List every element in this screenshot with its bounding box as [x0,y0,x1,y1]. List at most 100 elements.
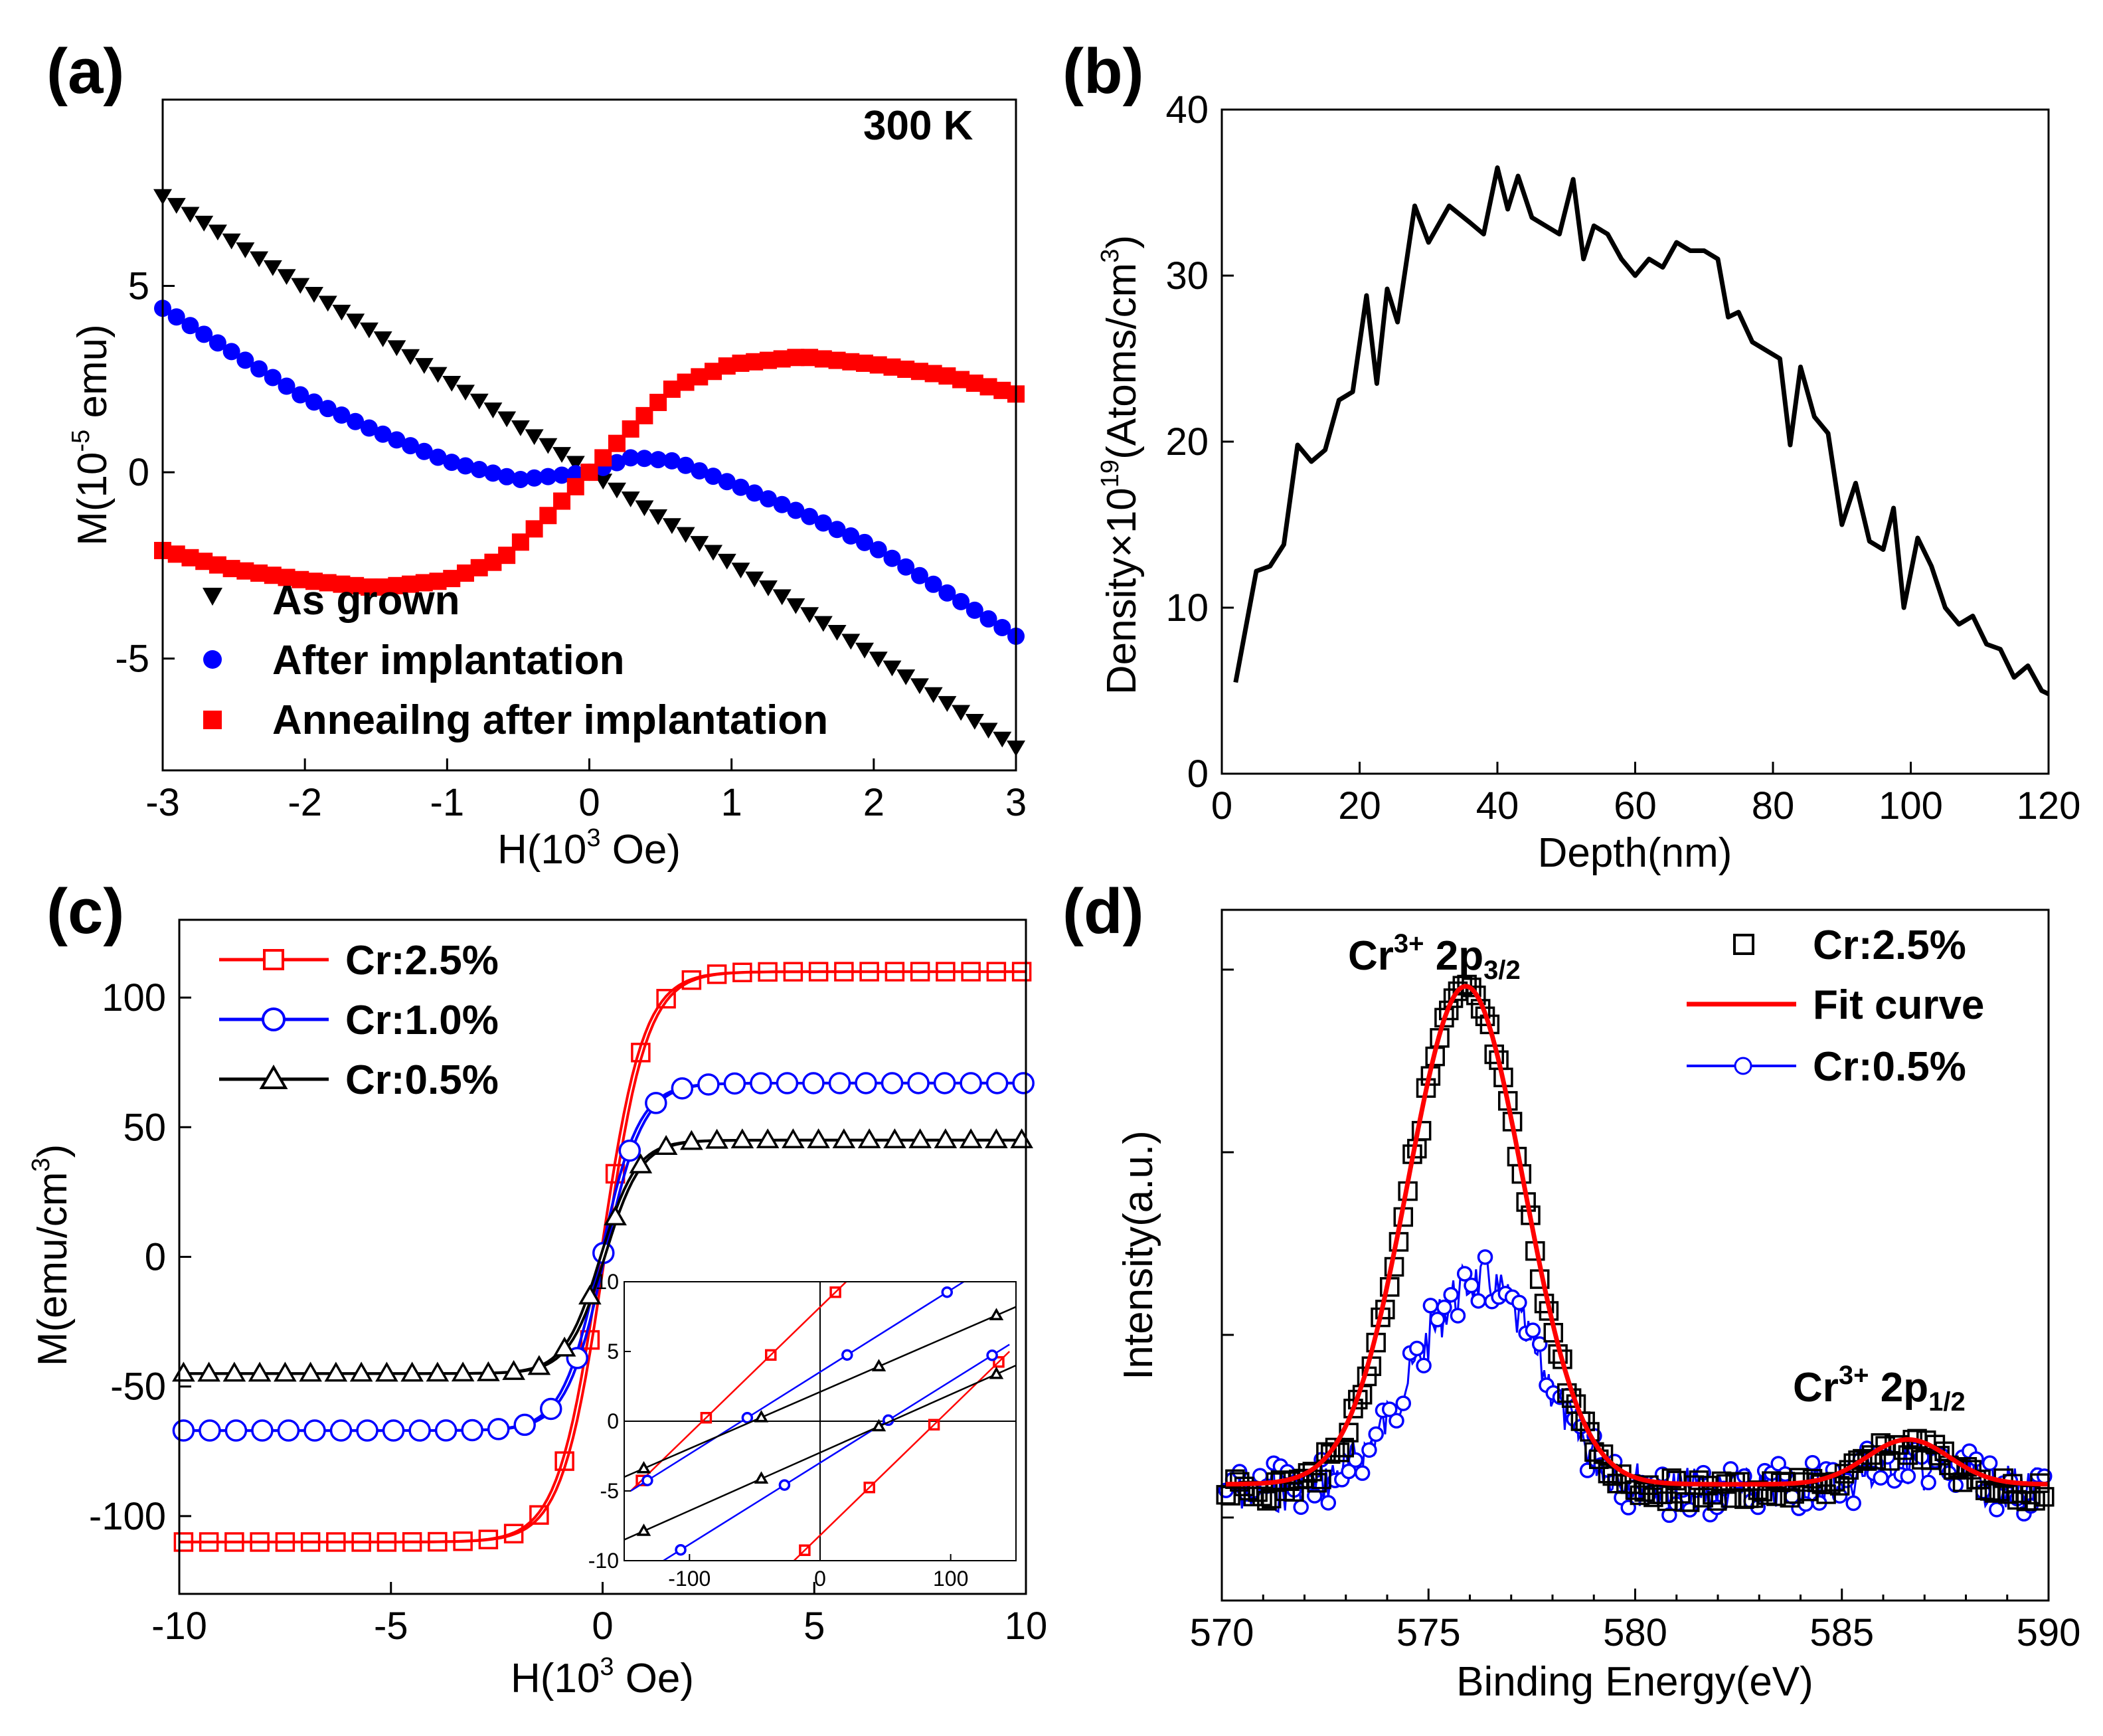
data-point [656,989,676,1009]
temperature-annotation: 300 K [863,103,973,149]
data-point [697,1073,720,1096]
data-point [782,1128,805,1148]
panel-a-ticks: -3 -2 -1 0 1 2 3 -5 0 5 [115,265,1027,824]
data-point [251,1419,274,1442]
data-point [1900,1468,1916,1484]
data-point [608,454,626,472]
legend-label-cr25: Cr:2.5% [345,938,499,984]
data-point [800,607,819,624]
data-point [897,558,915,576]
inset-line [793,1351,1011,1561]
x-tick-label: 80 [1752,784,1795,827]
data-point [387,340,406,357]
data-point [278,377,295,395]
data-point [456,457,474,475]
data-point [414,358,434,374]
inset-x-tick-label: -100 [668,1567,711,1591]
panel-d-x-axis-label: Binding Energy(eV) [1456,1659,1813,1705]
panel-b-ticks: 0 20 40 60 80 100 120 0 10 20 30 40 [1165,88,2080,827]
inset-point [863,1482,875,1494]
panel-b-ylabel-tail: ) [1099,235,1145,249]
legend-marker-as-grown [203,588,222,606]
data-point [277,269,296,286]
data-point [681,970,702,990]
data-point [1593,1444,1614,1464]
inset-point [829,1286,841,1298]
panel-a-legend: As grown After implantation Anneailng af… [203,578,828,743]
data-point [224,1419,248,1442]
data-point [324,1361,348,1382]
data-point [629,1153,653,1173]
data-point [1873,1470,1889,1486]
inset-point [989,1366,1004,1379]
data-point [451,1361,475,1382]
data-point [857,1128,881,1148]
data-point [299,1361,322,1382]
data-point [869,541,887,559]
panel-c-ylabel-main: M(emu/cm [30,1172,76,1367]
peak-2p32-charge: 3+ [1394,929,1424,958]
data-point [236,242,255,258]
data-point [783,962,803,982]
series-after-implantation [154,300,1025,645]
inset-point [928,1419,940,1431]
data-point [705,468,722,485]
data-point [470,460,488,478]
data-point [1920,1474,1936,1491]
series-cr10 [172,1072,1035,1442]
fit-curve-line [1226,984,2049,1487]
data-point [691,462,709,479]
data-point [1388,1413,1404,1429]
legend-label-annealing: Anneailng after implantation [272,697,828,743]
panel-a-series [153,189,1025,756]
y-tick-label: 50 [123,1106,166,1149]
panel-d-series [1216,974,2055,1523]
inset-point [871,1359,886,1371]
panel-b-y-axis-label: Density×1019(Atoms/cm3) [1096,235,1145,695]
panel-c-ylabel-sup: 3 [27,1158,55,1172]
inset-line [624,1364,1017,1541]
data-point [224,1532,244,1552]
data-point [304,287,323,303]
x-tick-label: 575 [1396,1611,1461,1654]
data-point [375,1361,398,1382]
data-point [275,1532,295,1552]
x-tick-label: 3 [1005,781,1027,824]
data-point [552,447,572,463]
panel-d-ticks: 570 575 580 585 590 [1190,968,2080,1654]
data-point [841,634,861,650]
peak-2p12-orbital: 2p [1869,1365,1929,1411]
data-point [731,563,750,579]
data-point [277,1419,300,1442]
data-point [461,1419,483,1442]
data-point [938,584,956,602]
y-tick-label: 10 [1165,586,1209,630]
panel-a-xlabel-tail: Oe) [600,827,681,873]
panel-c-xlabel-main: H(10 [511,1656,600,1701]
data-point [607,482,626,499]
data-point [511,420,530,436]
data-point [553,492,571,510]
data-point [1381,1401,1398,1417]
data-point [1525,1322,1541,1338]
data-point [732,962,752,982]
data-point [248,1361,272,1382]
panel-a-xlabel-main: H(10 [497,827,586,873]
data-point [910,962,930,982]
data-point [408,1419,431,1442]
inset-point [754,1410,769,1423]
inset-point [993,1356,1005,1368]
y-tick-label: -100 [89,1495,166,1538]
data-point [933,1072,956,1094]
legend-label-d-cr25: Cr:2.5% [1813,922,1966,968]
data-point [654,1135,678,1155]
data-point [808,962,829,982]
inset-lines [624,1280,1017,1562]
data-point [635,450,653,468]
data-point [402,437,420,455]
data-point [717,553,736,570]
data-point [402,1532,422,1552]
legend-marker-d-cr25 [1733,934,1754,955]
data-point [827,625,847,641]
